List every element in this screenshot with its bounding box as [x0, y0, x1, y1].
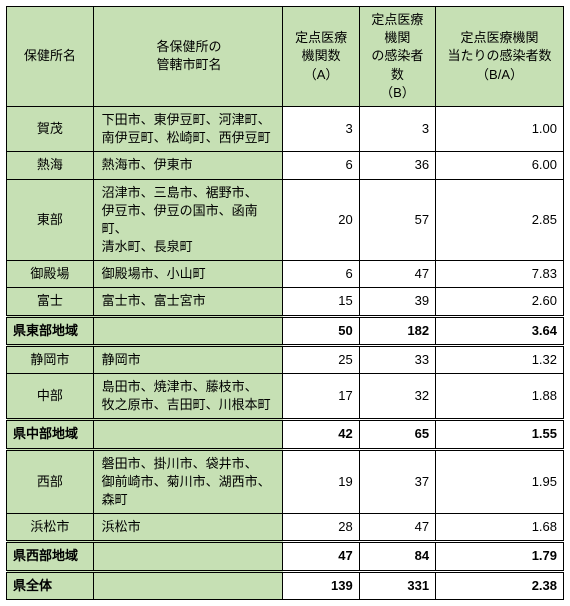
cell-b: 84: [359, 542, 435, 571]
cell-b: 33: [359, 345, 435, 373]
cell-municipalities: [93, 542, 283, 571]
cell-b: 36: [359, 152, 435, 179]
table-row: 東部沼津市、三島市、裾野市、伊豆市、伊豆の国市、函南町、清水町、長泉町20572…: [7, 179, 564, 261]
cell-b: 47: [359, 514, 435, 542]
col-header-ratio: 定点医療機関当たりの感染者数（B/A）: [436, 7, 564, 107]
cell-name: 御殿場: [7, 261, 94, 288]
table-row: 熱海熱海市、伊東市6366.00: [7, 152, 564, 179]
table-row: 御殿場御殿場市、小山町6477.83: [7, 261, 564, 288]
cell-a: 28: [283, 514, 359, 542]
cell-name: 県東部地域: [7, 316, 94, 345]
cell-name: 県全体: [7, 571, 94, 599]
cell-a: 3: [283, 106, 359, 151]
cell-name: 中部: [7, 374, 94, 420]
cell-name: 県中部地域: [7, 420, 94, 449]
cell-b: 3: [359, 106, 435, 151]
table-row: 県中部地域 42651.55: [7, 420, 564, 449]
cell-name: 賀茂: [7, 106, 94, 151]
cell-ratio: 1.95: [436, 449, 564, 514]
cell-municipalities: 熱海市、伊東市: [93, 152, 283, 179]
cell-b: 65: [359, 420, 435, 449]
cell-ratio: 7.83: [436, 261, 564, 288]
cell-ratio: 1.79: [436, 542, 564, 571]
table-row: 静岡市静岡市25331.32: [7, 345, 564, 373]
cell-a: 42: [283, 420, 359, 449]
cell-municipalities: [93, 420, 283, 449]
cell-municipalities: [93, 316, 283, 345]
cell-a: 47: [283, 542, 359, 571]
cell-a: 15: [283, 288, 359, 316]
cell-a: 19: [283, 449, 359, 514]
cell-name: 熱海: [7, 152, 94, 179]
cell-municipalities: 下田市、東伊豆町、河津町、南伊豆町、松崎町、西伊豆町: [93, 106, 283, 151]
table-row: 県東部地域 501823.64: [7, 316, 564, 345]
cell-municipalities: 静岡市: [93, 345, 283, 373]
cell-b: 331: [359, 571, 435, 599]
cell-name: 富士: [7, 288, 94, 316]
table-header: 保健所名 各保健所の管轄市町名 定点医療機関数（A） 定点医療機関の感染者数（B…: [7, 7, 564, 107]
table-row: 富士富士市、富士宮市15392.60: [7, 288, 564, 316]
col-header-name: 保健所名: [7, 7, 94, 107]
cell-ratio: 1.00: [436, 106, 564, 151]
cell-b: 182: [359, 316, 435, 345]
cell-b: 47: [359, 261, 435, 288]
cell-municipalities: 磐田市、掛川市、袋井市、御前崎市、菊川市、湖西市、森町: [93, 449, 283, 514]
cell-name: 浜松市: [7, 514, 94, 542]
cell-municipalities: 浜松市: [93, 514, 283, 542]
cell-a: 20: [283, 179, 359, 261]
cell-a: 25: [283, 345, 359, 373]
cell-municipalities: 島田市、焼津市、藤枝市、牧之原市、吉田町、川根本町: [93, 374, 283, 420]
col-header-b: 定点医療機関の感染者数（B）: [359, 7, 435, 107]
table-row: 県全体 1393312.38: [7, 571, 564, 599]
cell-ratio: 1.88: [436, 374, 564, 420]
cell-b: 57: [359, 179, 435, 261]
cell-ratio: 2.38: [436, 571, 564, 599]
cell-a: 6: [283, 261, 359, 288]
cell-a: 6: [283, 152, 359, 179]
cell-b: 37: [359, 449, 435, 514]
health-center-table: 保健所名 各保健所の管轄市町名 定点医療機関数（A） 定点医療機関の感染者数（B…: [6, 6, 564, 600]
cell-name: 西部: [7, 449, 94, 514]
table-row: 西部磐田市、掛川市、袋井市、御前崎市、菊川市、湖西市、森町19371.95: [7, 449, 564, 514]
cell-name: 静岡市: [7, 345, 94, 373]
cell-ratio: 6.00: [436, 152, 564, 179]
table-row: 県西部地域 47841.79: [7, 542, 564, 571]
cell-ratio: 2.85: [436, 179, 564, 261]
cell-ratio: 3.64: [436, 316, 564, 345]
cell-b: 39: [359, 288, 435, 316]
table-row: 浜松市浜松市28471.68: [7, 514, 564, 542]
cell-a: 139: [283, 571, 359, 599]
cell-b: 32: [359, 374, 435, 420]
cell-a: 50: [283, 316, 359, 345]
cell-a: 17: [283, 374, 359, 420]
cell-ratio: 2.60: [436, 288, 564, 316]
cell-municipalities: 富士市、富士宮市: [93, 288, 283, 316]
col-header-muni: 各保健所の管轄市町名: [93, 7, 283, 107]
col-header-a: 定点医療機関数（A）: [283, 7, 359, 107]
cell-ratio: 1.55: [436, 420, 564, 449]
cell-municipalities: [93, 571, 283, 599]
table-row: 中部島田市、焼津市、藤枝市、牧之原市、吉田町、川根本町17321.88: [7, 374, 564, 420]
cell-name: 東部: [7, 179, 94, 261]
cell-ratio: 1.68: [436, 514, 564, 542]
cell-name: 県西部地域: [7, 542, 94, 571]
cell-municipalities: 御殿場市、小山町: [93, 261, 283, 288]
table-body: 賀茂下田市、東伊豆町、河津町、南伊豆町、松崎町、西伊豆町331.00熱海熱海市、…: [7, 106, 564, 599]
cell-ratio: 1.32: [436, 345, 564, 373]
cell-municipalities: 沼津市、三島市、裾野市、伊豆市、伊豆の国市、函南町、清水町、長泉町: [93, 179, 283, 261]
table-row: 賀茂下田市、東伊豆町、河津町、南伊豆町、松崎町、西伊豆町331.00: [7, 106, 564, 151]
